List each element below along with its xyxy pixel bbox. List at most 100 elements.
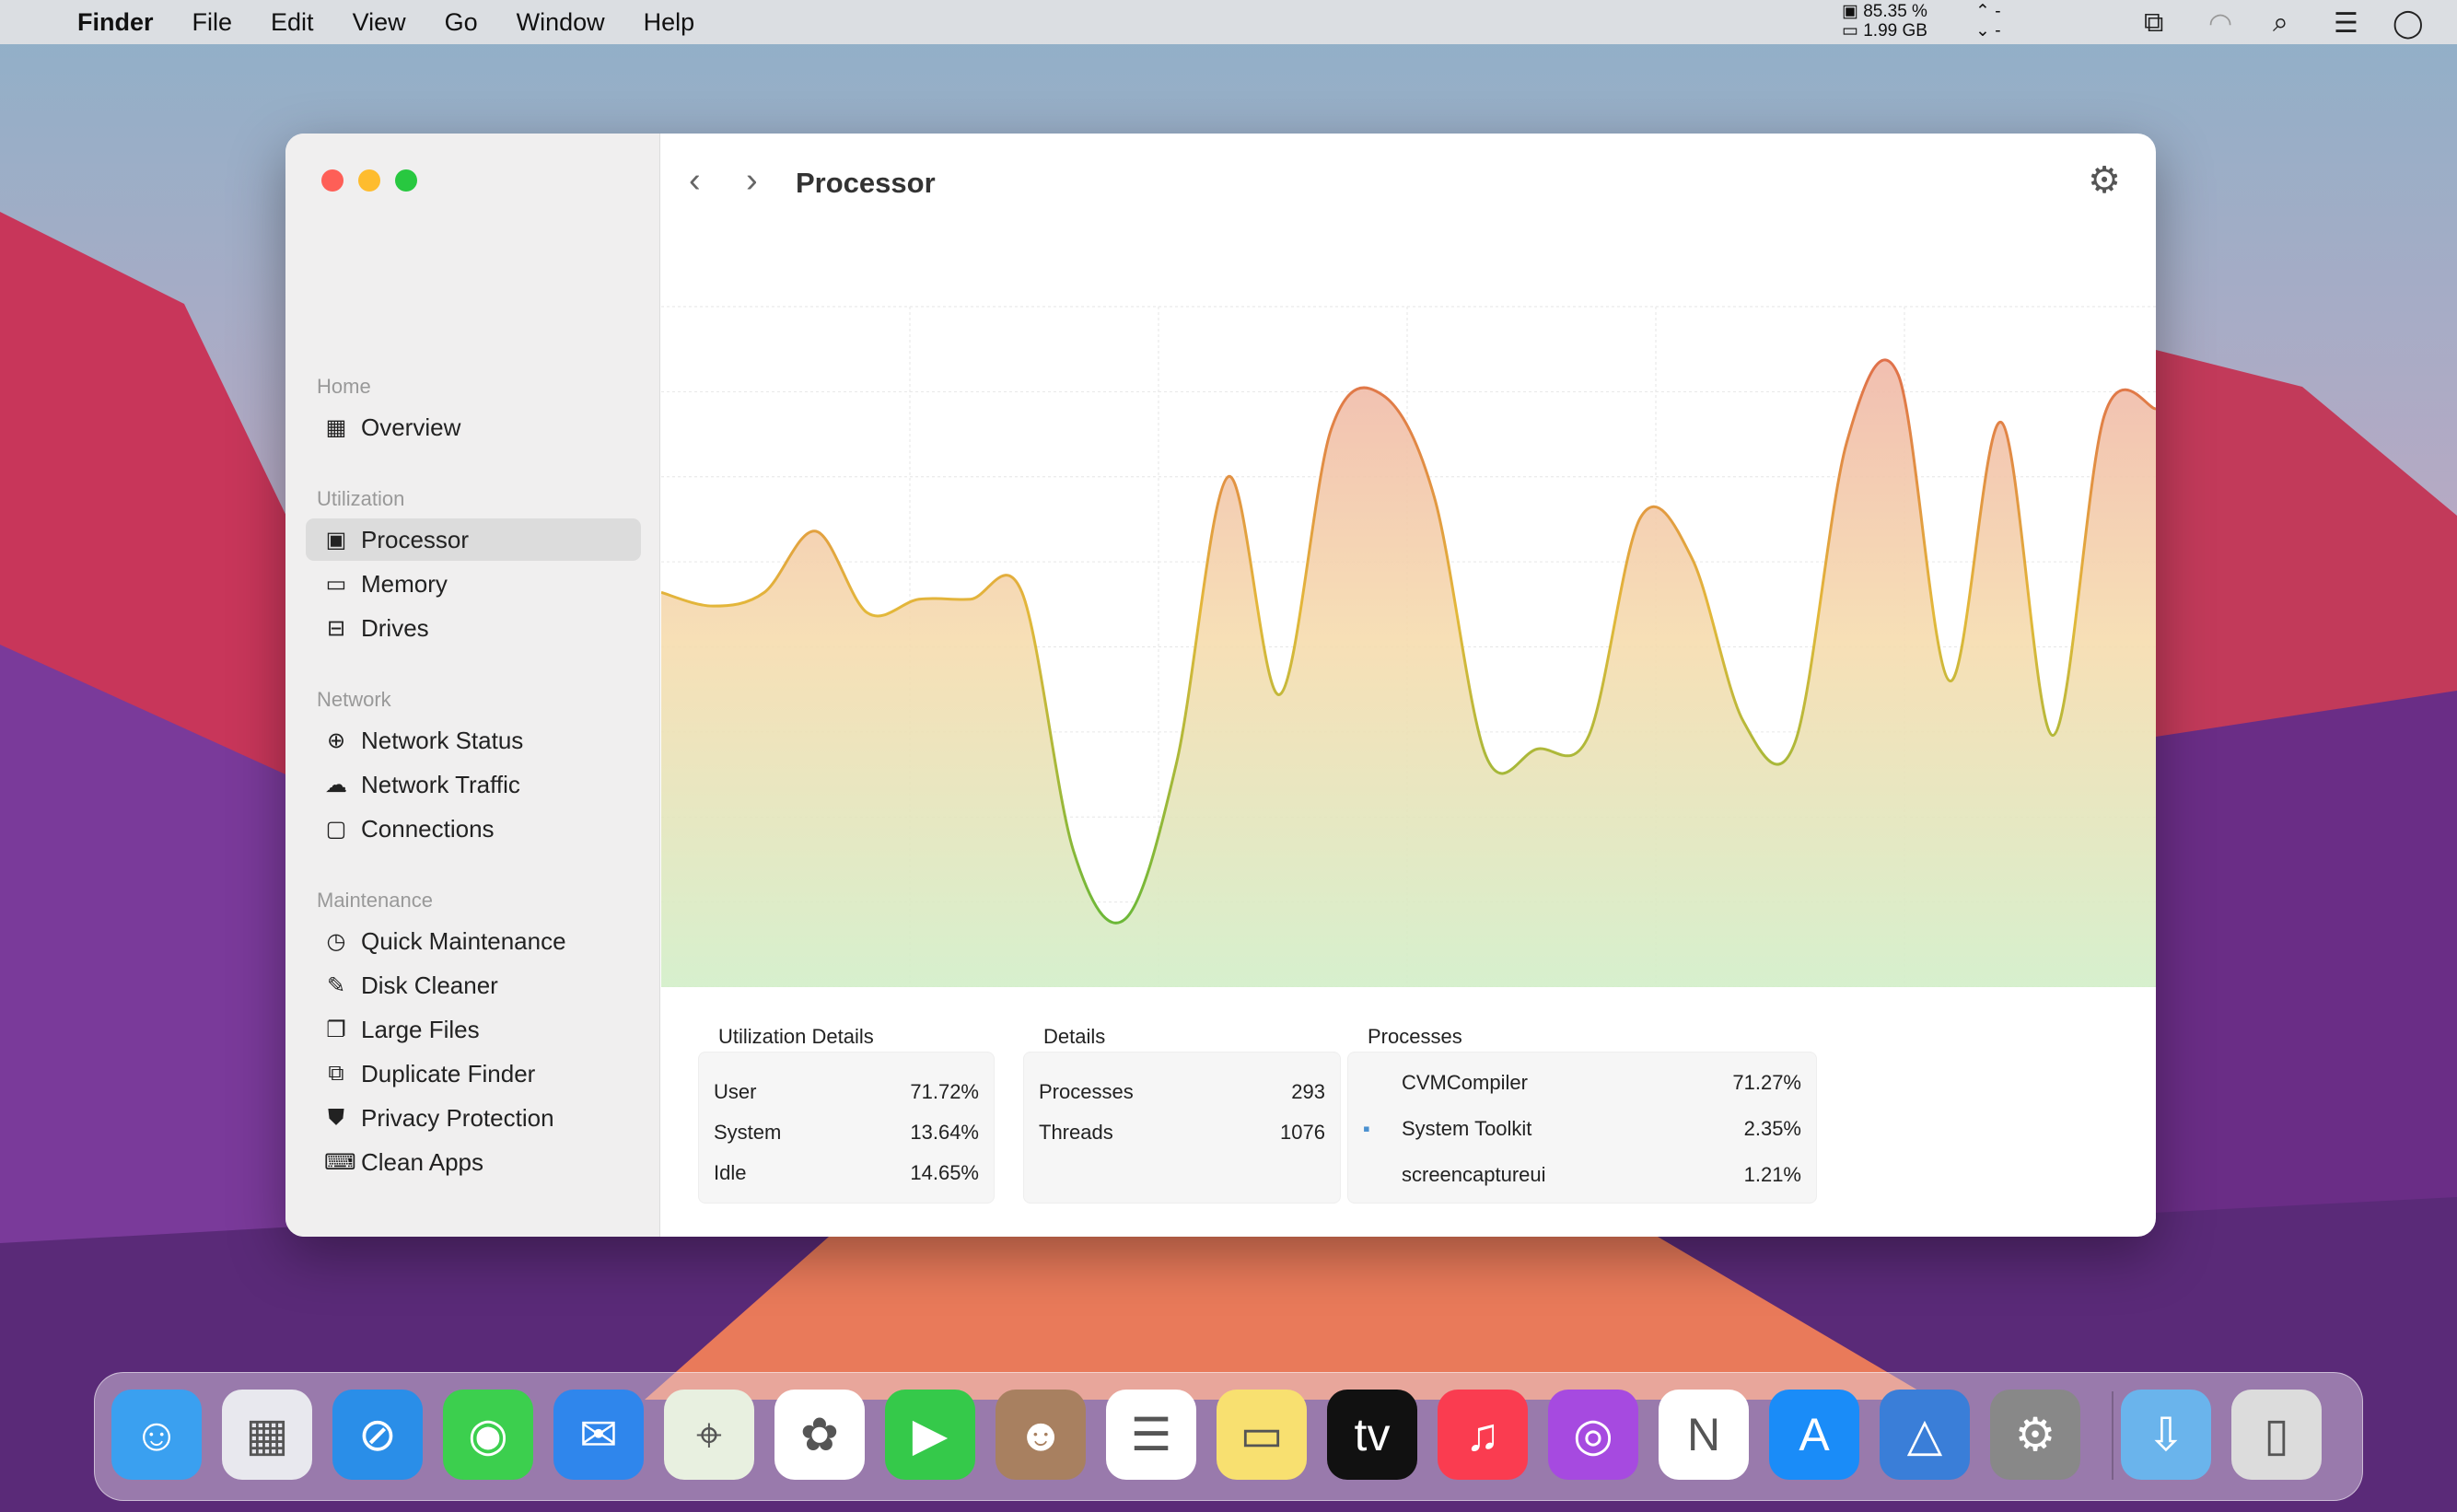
dock-photos[interactable]: ✿ <box>774 1390 865 1480</box>
menu-go[interactable]: Go <box>444 7 478 36</box>
tv-icon: tv <box>1354 1409 1391 1460</box>
cpu-line <box>661 358 2156 925</box>
control-center-icon[interactable]: ☰ <box>2334 8 2358 39</box>
row-value: 1.21% <box>1743 1163 1801 1186</box>
dock-tv[interactable]: tv <box>1327 1390 1417 1480</box>
menu-window[interactable]: Window <box>516 7 605 36</box>
downloads-icon: ⇩ <box>2147 1409 2185 1460</box>
dock-facetime[interactable]: ▶ <box>885 1390 975 1480</box>
launchpad-icon: ▦ <box>245 1409 289 1460</box>
sidebar-item-disk-cleaner[interactable]: ✎ Disk Cleaner <box>306 964 641 1006</box>
net-down-value: - <box>1995 21 2001 41</box>
apps-icon: ⌨ <box>324 1149 356 1175</box>
sidebar-item-overview[interactable]: ▦ Overview <box>306 406 641 448</box>
row-label: Threads <box>1039 1121 1113 1144</box>
sidebar-item-label: Network Traffic <box>361 770 520 798</box>
cpu-icon: ▣ <box>325 527 347 552</box>
dock-maps[interactable]: ⌖ <box>664 1390 754 1480</box>
sidebar-item-processor[interactable]: ▣ Processor <box>306 518 641 561</box>
processes-title: Processes <box>1368 1025 1462 1048</box>
mail-icon: ✉ <box>579 1409 618 1460</box>
menu-file[interactable]: File <box>192 7 233 36</box>
facetime-icon: ▶ <box>912 1409 949 1460</box>
sidebar-item-label: Duplicate Finder <box>361 1059 536 1087</box>
page-title: Processor <box>796 167 936 199</box>
dock-reminders[interactable]: ☰ <box>1106 1390 1196 1480</box>
notes-icon: ▭ <box>1240 1409 1284 1460</box>
utilization-details-title: Utilization Details <box>718 1025 874 1048</box>
dock-music[interactable]: ♫ <box>1438 1390 1528 1480</box>
broom-icon: ✎ <box>326 972 346 998</box>
processes-row: screencaptureui 1.21% <box>1363 1163 1801 1187</box>
dock-contacts[interactable]: ☻ <box>996 1390 1086 1480</box>
wifi-icon[interactable]: ◠ <box>2208 8 2233 39</box>
dock-app-store[interactable]: A <box>1769 1390 1859 1480</box>
sidebar-item-label: Network Status <box>361 726 524 754</box>
dock-safari[interactable]: ⊘ <box>332 1390 423 1480</box>
row-value: 293 <box>1291 1080 1325 1103</box>
sidebar-item-memory[interactable]: ▭ Memory <box>306 563 641 605</box>
dock-launchpad[interactable]: ▦ <box>222 1390 312 1480</box>
sidebar-item-label: Disk Cleaner <box>361 971 498 999</box>
sidebar-item-network-traffic[interactable]: ☁ Network Traffic <box>306 763 641 806</box>
section-maintenance: Maintenance <box>317 889 433 912</box>
sidebar-item-label: Memory <box>361 569 448 598</box>
sidebar-item-connections[interactable]: ▢ Connections <box>306 808 641 850</box>
sidebar-item-label: Drives <box>361 613 429 642</box>
memory-icon: ▭ <box>325 571 347 597</box>
row-value: 13.64% <box>910 1121 979 1144</box>
row-label: System Toolkit <box>1402 1117 1532 1140</box>
menu-help[interactable]: Help <box>643 7 695 36</box>
music-icon: ♫ <box>1465 1409 1500 1460</box>
dock-system-preferences[interactable]: ⚙ <box>1990 1390 2080 1480</box>
details-panel: Processes 293 Threads 1076 <box>1023 1052 1341 1204</box>
finder-icon: ☺ <box>133 1409 180 1460</box>
row-value: 14.65% <box>910 1161 979 1184</box>
row-label: screencaptureui <box>1402 1163 1546 1186</box>
minimize-button[interactable] <box>358 169 380 192</box>
dock-mail[interactable]: ✉ <box>553 1390 644 1480</box>
sidebar-item-label: Quick Maintenance <box>361 926 566 955</box>
dock-notes[interactable]: ▭ <box>1217 1390 1307 1480</box>
dock-system-toolkit[interactable]: △ <box>1880 1390 1970 1480</box>
dock-trash[interactable]: ▯ <box>2231 1390 2322 1480</box>
sidebar-item-network-status[interactable]: ⊕ Network Status <box>306 719 641 762</box>
grid-icon: ▦ <box>325 414 347 440</box>
row-value: 71.27% <box>1732 1071 1801 1094</box>
row-label: User <box>714 1080 757 1103</box>
menu-app-name[interactable]: Finder <box>77 7 154 36</box>
network-status[interactable]: ⌃ - ⌄ - <box>1975 2 2001 41</box>
sidebar-item-duplicate-finder[interactable]: ⧉ Duplicate Finder <box>306 1053 641 1095</box>
app-window: Home ▦ Overview Utilization ▣ Processor ▭ Memor… <box>285 134 2156 1237</box>
settings-gear-icon[interactable]: ⚙ <box>2088 160 2121 201</box>
siri-icon[interactable]: ◯ <box>2393 8 2424 39</box>
spotlight-search-icon[interactable]: ⌕ <box>2273 7 2288 38</box>
close-button[interactable] <box>321 169 344 192</box>
sidebar-item-privacy-protection[interactable]: ⛊ Privacy Protection <box>306 1097 641 1139</box>
row-value: 71.72% <box>910 1080 979 1103</box>
utilization-details-row: User 71.72% <box>714 1080 979 1104</box>
monitor-icon: ▢ <box>325 816 347 842</box>
dock-downloads[interactable]: ⇩ <box>2121 1390 2211 1480</box>
forward-button[interactable]: › <box>746 161 758 200</box>
zoom-button[interactable] <box>395 169 417 192</box>
sidebar-item-quick-maintenance[interactable]: ◷ Quick Maintenance <box>306 920 641 962</box>
back-button[interactable]: ‹ <box>689 161 701 200</box>
row-label: Processes <box>1039 1080 1134 1103</box>
sidebar-item-drives[interactable]: ⊟ Drives <box>306 607 641 649</box>
section-utilization: Utilization <box>317 487 405 510</box>
menu-view[interactable]: View <box>352 7 406 36</box>
duplicate-icon: ⧉ <box>328 1061 344 1086</box>
dock-news[interactable]: N <box>1659 1390 1749 1480</box>
dock-podcasts[interactable]: ◎ <box>1548 1390 1638 1480</box>
menu-edit[interactable]: Edit <box>271 7 314 36</box>
trash-icon: ▯ <box>2264 1409 2289 1460</box>
dock-messages[interactable]: ◉ <box>443 1390 533 1480</box>
cpu-memory-status[interactable]: ▣ 85.35 % ▭ 1.99 GB <box>1842 2 1927 41</box>
screen-mirroring-icon[interactable]: ⧉ <box>2144 7 2164 38</box>
dock-finder[interactable]: ☺ <box>111 1390 202 1480</box>
files-icon: ❐ <box>326 1017 346 1042</box>
sidebar-item-large-files[interactable]: ❐ Large Files <box>306 1008 641 1051</box>
details-row: Threads 1076 <box>1039 1121 1325 1145</box>
sidebar-item-clean-apps[interactable]: ⌨ Clean Apps <box>306 1141 641 1183</box>
